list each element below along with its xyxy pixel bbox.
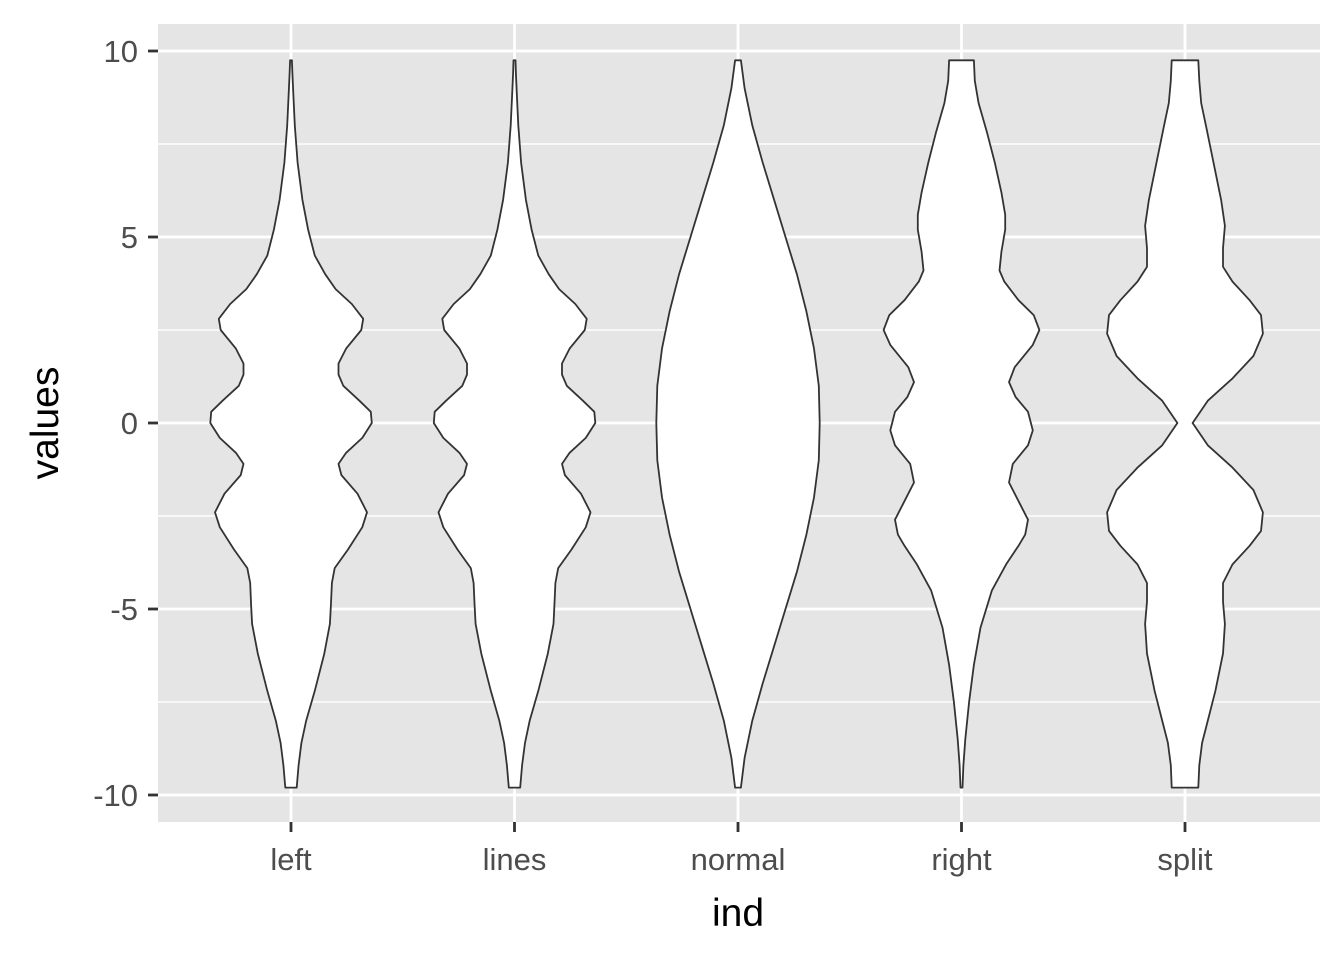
y-tick-label: 10	[104, 34, 138, 69]
x-tick-label: right	[931, 842, 992, 877]
y-tick-label: 0	[121, 406, 138, 441]
y-axis-title: values	[24, 367, 67, 480]
x-axis-title: ind	[712, 892, 764, 935]
x-axis: left lines normal right split	[270, 822, 1213, 877]
y-tick-label: -10	[93, 778, 138, 813]
y-axis: -10 -5 0 5 10	[93, 34, 158, 813]
violin-split	[1106, 59, 1264, 789]
violins	[209, 59, 1264, 789]
violin-left	[209, 59, 373, 789]
x-tick-label: lines	[483, 842, 547, 877]
violin-right	[882, 59, 1041, 789]
y-tick-label: -5	[110, 592, 138, 627]
x-tick-label: normal	[691, 842, 786, 877]
violin-lines	[432, 59, 597, 789]
x-tick-label: split	[1157, 842, 1213, 877]
y-tick-label: 5	[121, 220, 138, 255]
x-tick-label: left	[270, 842, 312, 877]
violin-normal	[655, 59, 821, 789]
